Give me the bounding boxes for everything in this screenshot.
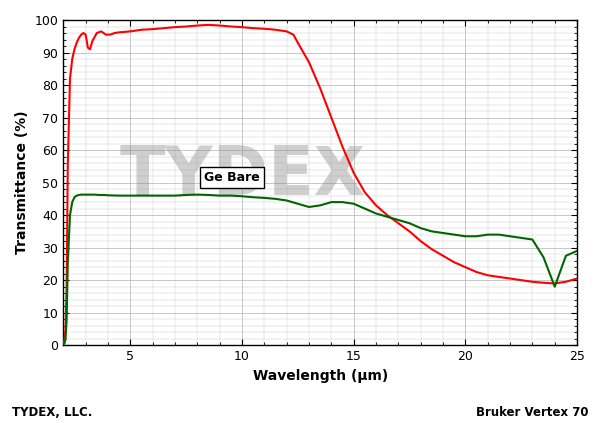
Text: Bruker Vertex 70: Bruker Vertex 70 <box>476 406 588 419</box>
Y-axis label: Transmittance (%): Transmittance (%) <box>15 111 29 254</box>
Text: TYDEX, LLC.: TYDEX, LLC. <box>12 406 92 419</box>
Text: TYDEX: TYDEX <box>120 143 366 209</box>
Text: Ge Bare: Ge Bare <box>204 171 260 184</box>
X-axis label: Wavelength (μm): Wavelength (μm) <box>253 368 388 383</box>
